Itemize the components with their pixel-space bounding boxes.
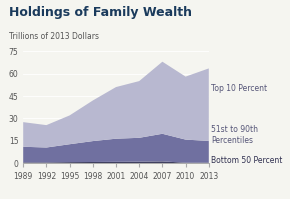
Text: Bottom 50 Percent: Bottom 50 Percent [211,156,282,165]
Text: Top 10 Percent: Top 10 Percent [211,84,267,93]
Text: Trillions of 2013 Dollars: Trillions of 2013 Dollars [9,32,99,41]
Text: Holdings of Family Wealth: Holdings of Family Wealth [9,6,192,19]
Text: 51st to 90th
Percentiles: 51st to 90th Percentiles [211,125,258,145]
